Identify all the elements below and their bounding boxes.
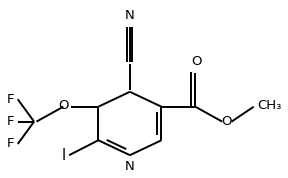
Text: O: O bbox=[58, 99, 69, 112]
Text: O: O bbox=[191, 56, 202, 69]
Text: I: I bbox=[61, 148, 66, 163]
Text: N: N bbox=[125, 160, 135, 173]
Text: N: N bbox=[125, 9, 135, 22]
Text: CH₃: CH₃ bbox=[257, 99, 282, 112]
Text: F: F bbox=[7, 137, 14, 150]
Text: F: F bbox=[7, 115, 14, 128]
Text: O: O bbox=[221, 115, 232, 128]
Text: F: F bbox=[7, 93, 14, 106]
